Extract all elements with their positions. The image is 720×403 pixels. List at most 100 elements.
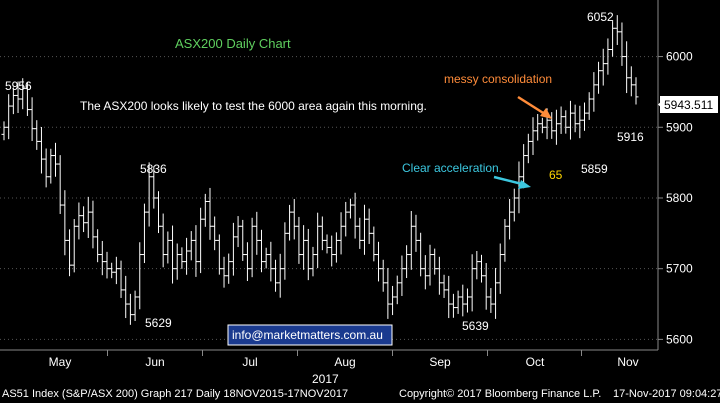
ohlc-bar	[455, 290, 461, 314]
ohlc-bar	[596, 61, 602, 94]
ohlc-bar	[511, 188, 517, 222]
ohlc-bar	[244, 242, 250, 281]
ohlc-bar	[212, 216, 218, 251]
ohlc-bar	[127, 293, 133, 325]
ohlc-bar	[38, 126, 44, 174]
ohlc-bar	[450, 293, 456, 318]
ohlc-bar	[184, 237, 190, 275]
ohlc-bar	[460, 284, 466, 317]
ohlc-bar	[347, 198, 353, 219]
ohlc-bar	[352, 192, 358, 239]
ohlc-bar	[216, 234, 222, 275]
label-65: 65	[549, 168, 563, 182]
footer-mid: Copyright© 2017 Bloomberg Finance L.P.	[399, 388, 602, 400]
ohlc-bar	[624, 41, 630, 94]
last-price-label: 5943.511	[664, 98, 713, 112]
ohlc-bar	[343, 201, 349, 237]
y-tick-label: 5700	[666, 262, 693, 276]
ohlc-bar	[558, 106, 564, 134]
ohlc-bar	[319, 216, 325, 251]
ohlc-bar	[254, 211, 260, 255]
ohlc-bar	[582, 102, 588, 131]
ohlc-bar	[109, 262, 115, 279]
x-tick-label: Nov	[617, 355, 638, 369]
ohlc-bar	[160, 213, 166, 268]
ohlc-bar	[408, 210, 414, 270]
ohlc-bar	[179, 247, 185, 269]
messy-arrowhead	[540, 108, 552, 119]
ohlc-bar	[521, 144, 527, 189]
x-axis-ticks: May Jun Jul Aug Sep Oct Nov	[49, 350, 639, 369]
y-tick-label: 5600	[666, 332, 693, 346]
ohlc-bar	[155, 191, 161, 234]
ohlc-bar	[553, 109, 559, 145]
ohlc-bar	[123, 275, 129, 319]
ohlc-bar	[207, 187, 213, 240]
ohlc-bar	[151, 166, 157, 209]
ohlc-bar	[273, 259, 279, 292]
ohlc-bar	[619, 22, 625, 66]
ohlc-bar	[600, 48, 606, 86]
ohlc-bar	[404, 245, 410, 279]
ohlc-bar	[10, 87, 16, 115]
price-label-5859: 5859	[581, 162, 608, 176]
ohlc-bar	[586, 92, 592, 120]
ohlc-bar	[525, 133, 531, 164]
ohlc-bar	[530, 117, 536, 155]
ohlc-bar	[436, 256, 442, 295]
ohlc-bar	[376, 241, 382, 282]
ohlc-bar	[99, 240, 105, 276]
commentary-text: The ASX200 looks likely to test the 6000…	[80, 99, 427, 113]
ohlc-bar	[493, 267, 499, 319]
ohlc-bar	[441, 274, 447, 298]
ohlc-bar	[52, 142, 58, 177]
ohlc-bar	[329, 235, 335, 267]
ohlc-bar	[614, 15, 620, 45]
ohlc-bar	[62, 190, 68, 256]
ohlc-bar	[240, 219, 246, 261]
ohlc-bar	[235, 216, 241, 248]
footer-left: AS51 Index (S&P/ASX 200) Graph 217 Daily…	[2, 388, 349, 400]
clear-acceleration-label: Clear acceleration.	[402, 161, 502, 175]
ohlc-bar	[67, 229, 73, 277]
price-label-5916: 5916	[617, 130, 644, 144]
ohlc-bar	[198, 207, 204, 274]
ohlc-bar	[104, 251, 110, 279]
ohlc-bar	[291, 198, 297, 240]
footer-bar: AS51 Index (S&P/ASX 200) Graph 217 Daily…	[0, 385, 720, 403]
ohlc-bar	[390, 285, 396, 316]
y-tick-label: 5800	[666, 191, 693, 205]
last-price-box	[660, 96, 718, 113]
footer-right: 17-Nov-2017 09:04:27	[613, 388, 720, 400]
ohlc-bar	[539, 117, 545, 134]
ohlc-bar	[95, 229, 101, 263]
ohlc-bar	[226, 253, 232, 284]
ohlc-bar	[446, 275, 452, 319]
ohlc-bar	[488, 288, 494, 313]
website-text: info@marketmatters.com.au	[232, 328, 383, 342]
ohlc-bar	[188, 231, 194, 261]
ohlc-bar	[469, 254, 475, 312]
price-label-5956: 5956	[5, 79, 32, 93]
ohlc-bar	[48, 148, 54, 184]
ohlc-bar	[628, 66, 634, 97]
ohlc-bar	[81, 206, 87, 233]
ohlc-bar	[296, 216, 302, 264]
ohlc-bar	[137, 242, 143, 310]
ohlc-bar	[258, 229, 264, 273]
ohlc-bar	[507, 198, 513, 240]
ohlc-bar	[132, 290, 138, 322]
ohlc-bar	[333, 232, 339, 263]
ohlc-bar	[394, 275, 400, 305]
ohlc-bar	[301, 225, 307, 270]
price-label-5639: 5639	[462, 319, 489, 333]
ohlc-bar	[20, 78, 26, 110]
ohlc-bar	[357, 217, 363, 249]
y-tick-label: 5900	[666, 120, 693, 134]
ohlc-bar	[567, 100, 573, 140]
ohlc-bar	[497, 243, 503, 294]
ohlc-bar	[29, 97, 35, 141]
x-tick-label: Jul	[242, 355, 257, 369]
ohlc-bar	[34, 120, 40, 150]
ohlc-bar	[479, 254, 485, 283]
